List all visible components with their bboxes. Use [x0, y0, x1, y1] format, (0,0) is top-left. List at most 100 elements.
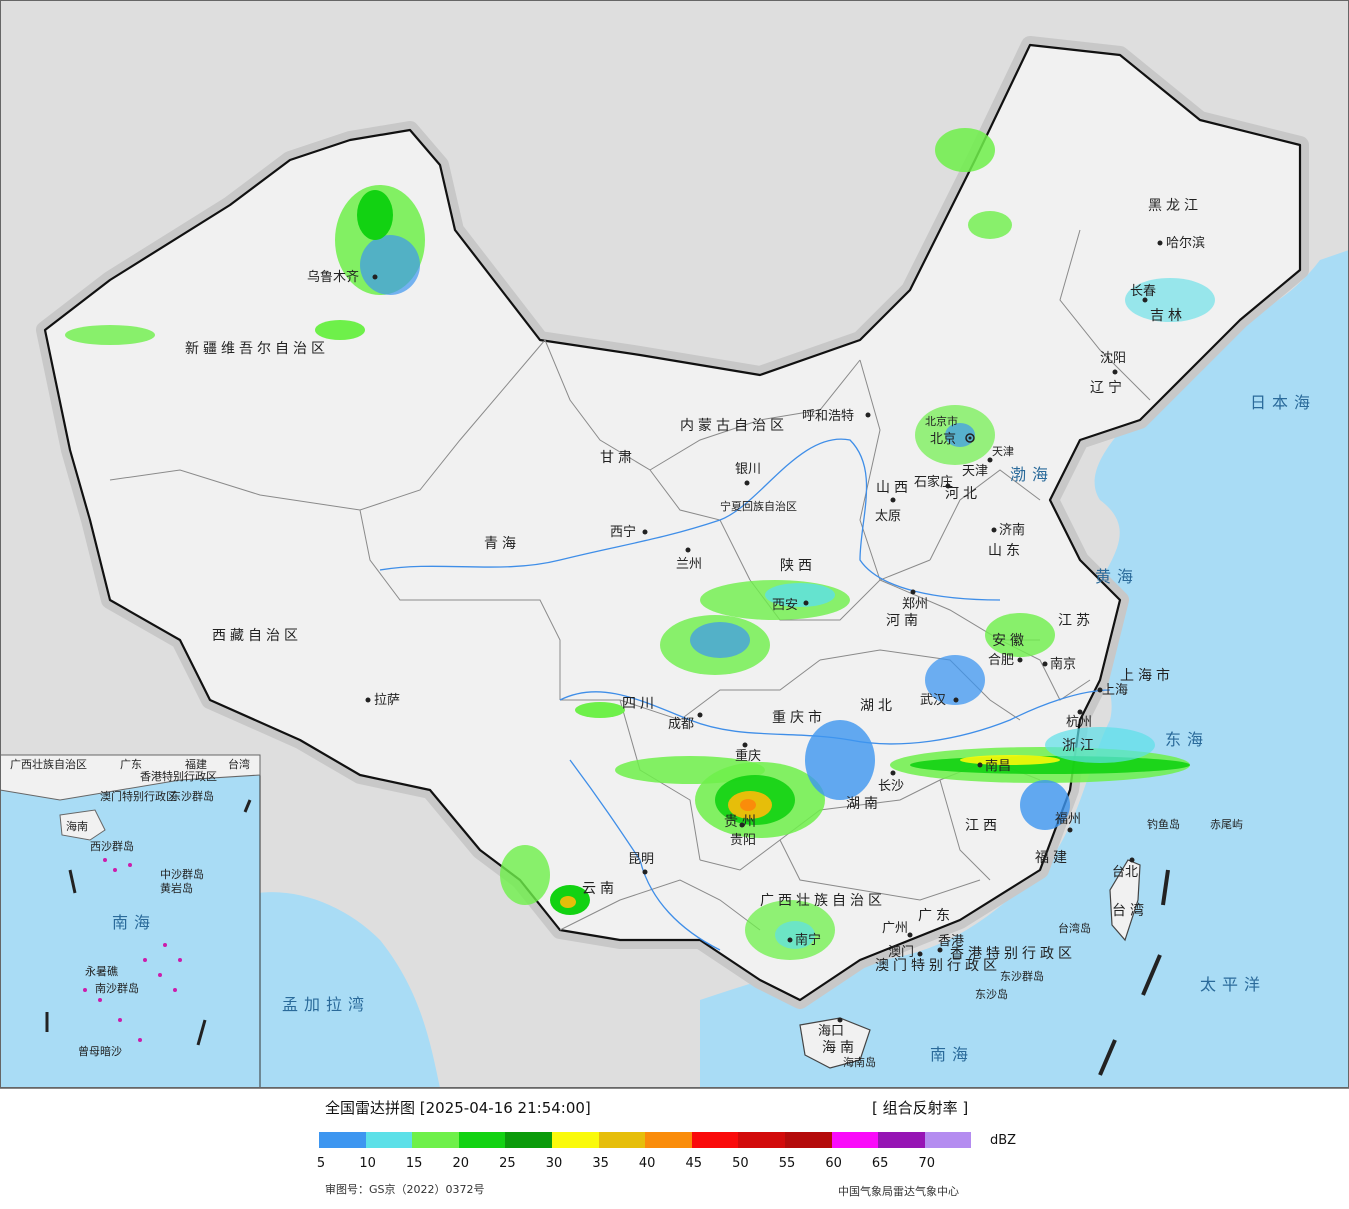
producer-credit: 中国气象局雷达气象中心	[838, 1185, 959, 1198]
color-swatch-9	[738, 1132, 785, 1148]
city-zhengzhou: 郑州	[902, 589, 928, 612]
radar-echoes	[65, 128, 1215, 960]
svg-text:海南岛: 海南岛	[843, 1055, 876, 1069]
svg-text:海口: 海口	[818, 1024, 844, 1039]
svg-text:太平洋: 太平洋	[1200, 975, 1266, 994]
echo-northeast	[935, 128, 1215, 322]
label-hunan: 湖南	[846, 796, 882, 812]
svg-text:南昌: 南昌	[985, 758, 1011, 774]
city-chongqing: 重庆	[735, 742, 761, 764]
city-hefei: 合肥	[988, 653, 1023, 668]
map-approval-number: 审图号：GS京（2022）0372号	[325, 1183, 485, 1196]
label-fujian: 福建	[1035, 850, 1071, 866]
svg-text:香港特别行政区: 香港特别行政区	[140, 769, 217, 783]
label-jiangsu: 江苏	[1058, 613, 1094, 629]
svg-text:香港: 香港	[938, 934, 964, 949]
svg-text:天津: 天津	[962, 464, 988, 479]
tick-label: 15	[405, 1156, 423, 1171]
color-scale-ticks: 5 10 15 20 25 30 35 40 45 50 55 60 65 70	[317, 1156, 1019, 1172]
svg-text:太原: 太原	[875, 509, 901, 524]
city-hangzhou: 杭州	[1066, 709, 1092, 730]
label-jiangxi: 江西	[965, 818, 1001, 834]
city-changchun: 长春	[1130, 284, 1156, 303]
city-guiyang: 贵阳	[730, 822, 756, 848]
svg-text:黄岩岛: 黄岩岛	[160, 881, 193, 895]
label-shanghai: 上海市	[1120, 667, 1174, 684]
label-heilongjiang: 黑龙江	[1148, 198, 1202, 214]
legend-title: 全国雷达拼图 [2025-04-16 21:54:00]	[325, 1099, 591, 1117]
tick-label: 20	[452, 1156, 470, 1171]
color-swatch-1	[365, 1132, 413, 1148]
city-labels: 乌鲁木齐 拉萨 西宁 兰州 银川 呼和浩特 北京 天津 石家庄 太原 济南 郑州…	[307, 235, 1205, 1039]
svg-text:东沙群岛: 东沙群岛	[170, 789, 214, 803]
city-lanzhou: 兰州	[676, 547, 702, 572]
svg-text:台湾: 台湾	[228, 757, 250, 771]
sea-of-japan	[1209, 250, 1349, 444]
color-swatch-7	[645, 1132, 692, 1148]
tick-label: 70	[918, 1156, 936, 1171]
tick-label: 50	[732, 1156, 749, 1171]
island-labels: 钓鱼岛 赤尾屿 台湾岛 海南岛 东沙群岛 东沙岛	[843, 817, 1243, 1069]
svg-text:澳门: 澳门	[888, 944, 914, 960]
city-nanjing: 南京	[1042, 656, 1076, 672]
color-swatch-0	[319, 1132, 366, 1148]
color-swatch-8	[691, 1132, 739, 1148]
province-labels: 新疆维吾尔自治区 西藏自治区 青海 甘肃 内蒙古自治区 黑龙江 吉林 辽宁 河北…	[185, 198, 1202, 1056]
label-qinghai: 青海	[484, 536, 520, 552]
label-taiwan: 台湾	[1112, 902, 1148, 919]
color-swatch-6	[598, 1132, 646, 1148]
city-yinchuan: 银川	[735, 462, 761, 486]
svg-text:合肥: 合肥	[988, 653, 1014, 668]
tick-label: 40	[638, 1156, 656, 1171]
color-scale-bar	[319, 1132, 972, 1148]
svg-text:北京: 北京	[930, 432, 956, 447]
tick-label: 25	[499, 1156, 516, 1171]
city-taibei: 台北	[1112, 857, 1138, 880]
svg-text:银川: 银川	[735, 462, 761, 477]
svg-text:中沙群岛: 中沙群岛	[160, 867, 204, 881]
tick-label: 60	[825, 1156, 842, 1171]
color-swatch-3	[458, 1132, 506, 1148]
svg-text:昆明: 昆明	[628, 852, 654, 867]
svg-text:武汉: 武汉	[920, 693, 946, 708]
svg-text:赤尾屿: 赤尾屿	[1210, 818, 1243, 831]
tick-label: 65	[871, 1156, 889, 1171]
city-huhehaote: 呼和浩特	[802, 409, 871, 424]
svg-text:沈阳: 沈阳	[1100, 351, 1126, 366]
svg-text:澳门特别行政区: 澳门特别行政区	[100, 789, 177, 803]
tick-label: 30	[545, 1156, 563, 1171]
svg-text:成都: 成都	[668, 717, 694, 732]
label-hebei: 河北	[945, 486, 981, 502]
label-shanxi: 山西	[876, 480, 912, 496]
svg-text:黄海: 黄海	[1095, 567, 1139, 586]
city-shijiazhuang: 石家庄	[914, 474, 953, 490]
boundary-dashes	[1098, 869, 1170, 1076]
label-henan: 河南	[886, 613, 922, 629]
bay-of-bengal	[230, 892, 440, 1088]
city-chengdu: 成都	[668, 712, 703, 732]
legend-panel: 全国雷达拼图 [2025-04-16 21:54:00] [ 组合反射率 ] 5…	[0, 1088, 1349, 1209]
city-guangzhou: 广州	[882, 921, 913, 938]
label-hubei: 湖北	[860, 698, 896, 714]
svg-text:曾母暗沙: 曾母暗沙	[78, 1044, 122, 1058]
label-zhejiang: 浙江	[1062, 738, 1098, 754]
echo-central-belt	[575, 580, 1055, 718]
city-jinan: 济南	[991, 522, 1025, 538]
color-swatch-10	[784, 1132, 832, 1148]
color-swatch-13	[924, 1132, 972, 1148]
svg-text:济南: 济南	[999, 522, 1025, 538]
svg-text:东海: 东海	[1165, 730, 1209, 749]
city-kunming: 昆明	[628, 852, 654, 875]
svg-text:哈尔滨: 哈尔滨	[1166, 235, 1205, 251]
svg-text:南沙群岛: 南沙群岛	[95, 981, 139, 995]
label-shandong: 山东	[988, 543, 1024, 559]
echo-southwest	[500, 845, 835, 960]
south-china-sea-inset: 广东 福建 台湾 香港特别行政区 澳门特别行政区 东沙群岛 海南 西沙群岛 中沙…	[0, 754, 261, 1088]
svg-text:渤海: 渤海	[1010, 465, 1054, 484]
label-yunnan: 云南	[582, 881, 618, 897]
svg-text:石家庄: 石家庄	[914, 474, 953, 490]
svg-text:台北: 台北	[1112, 865, 1138, 880]
svg-text:东沙群岛: 东沙群岛	[1000, 969, 1044, 983]
svg-text:钓鱼岛: 钓鱼岛	[1147, 817, 1180, 831]
svg-text:杭州: 杭州	[1066, 715, 1092, 730]
